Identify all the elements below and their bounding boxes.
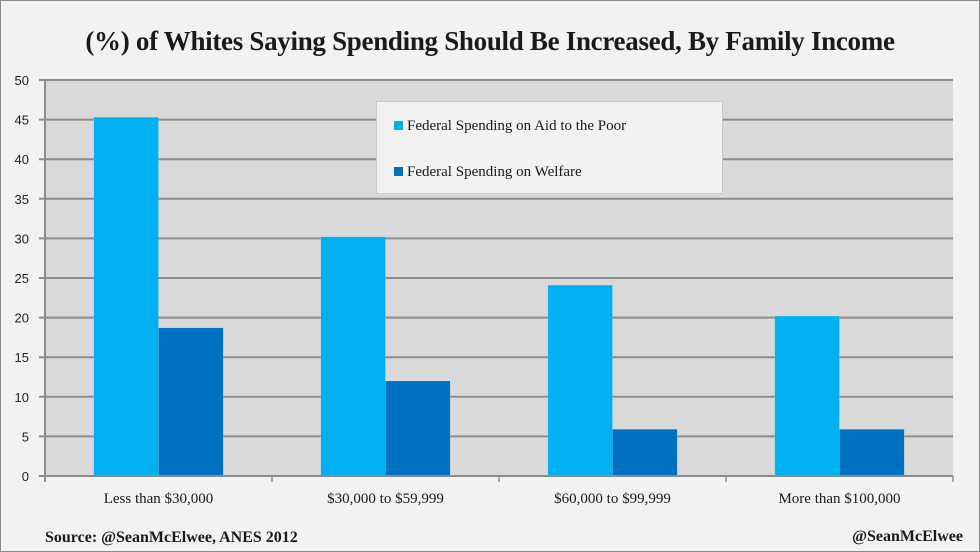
axes — [39, 80, 954, 482]
x-category-label: $60,000 to $99,999 — [554, 491, 671, 507]
y-tick-label: 35 — [15, 192, 29, 207]
y-tick-label: 5 — [22, 429, 29, 444]
y-axis-ticks: 0 5 10 15 20 25 30 35 40 45 50 — [15, 73, 29, 484]
legend-swatch-aid-to-poor — [394, 121, 403, 130]
y-tick-label: 45 — [15, 113, 29, 128]
legend-item-aid-to-poor: Federal Spending on Aid to the Poor — [394, 118, 626, 135]
y-tick-label: 50 — [15, 73, 29, 88]
chart-title: (%) of Whites Saying Spending Should Be … — [85, 26, 895, 56]
y-tick-label: 10 — [15, 390, 29, 405]
bar-aid-to-poor — [774, 315, 840, 477]
legend-swatch-welfare — [394, 167, 403, 176]
x-category-label: More than $100,000 — [778, 491, 900, 507]
source-note: Source: @SeanMcElwee, ANES 2012 — [45, 529, 298, 546]
y-tick-label: 0 — [22, 469, 29, 484]
x-category-label: $30,000 to $59,999 — [327, 491, 444, 507]
x-category-label: Less than $30,000 — [104, 491, 214, 507]
y-tick-label: 25 — [15, 271, 29, 286]
bar-welfare — [158, 327, 224, 477]
legend-label-welfare: Federal Spending on Welfare — [407, 164, 582, 180]
bar-welfare — [385, 380, 451, 477]
bar-aid-to-poor — [320, 236, 386, 477]
y-tick-label: 15 — [15, 350, 29, 365]
author-handle: @SeanMcElwee — [852, 528, 963, 545]
bar-welfare — [839, 429, 905, 477]
legend: Federal Spending on Aid to the Poor Fede… — [376, 101, 723, 194]
bar-aid-to-poor — [547, 284, 613, 477]
bar-aid-to-poor — [93, 116, 159, 477]
y-tick-label: 40 — [15, 152, 29, 167]
legend-item-welfare: Federal Spending on Welfare — [394, 164, 582, 181]
x-axis-categories: Less than $30,000 $30,000 to $59,999 $60,0… — [104, 491, 901, 507]
bars — [93, 116, 905, 477]
y-tick-label: 20 — [15, 311, 29, 326]
bar-welfare — [612, 429, 678, 477]
legend-label-aid-to-poor: Federal Spending on Aid to the Poor — [407, 118, 627, 134]
y-tick-label: 30 — [15, 231, 29, 246]
